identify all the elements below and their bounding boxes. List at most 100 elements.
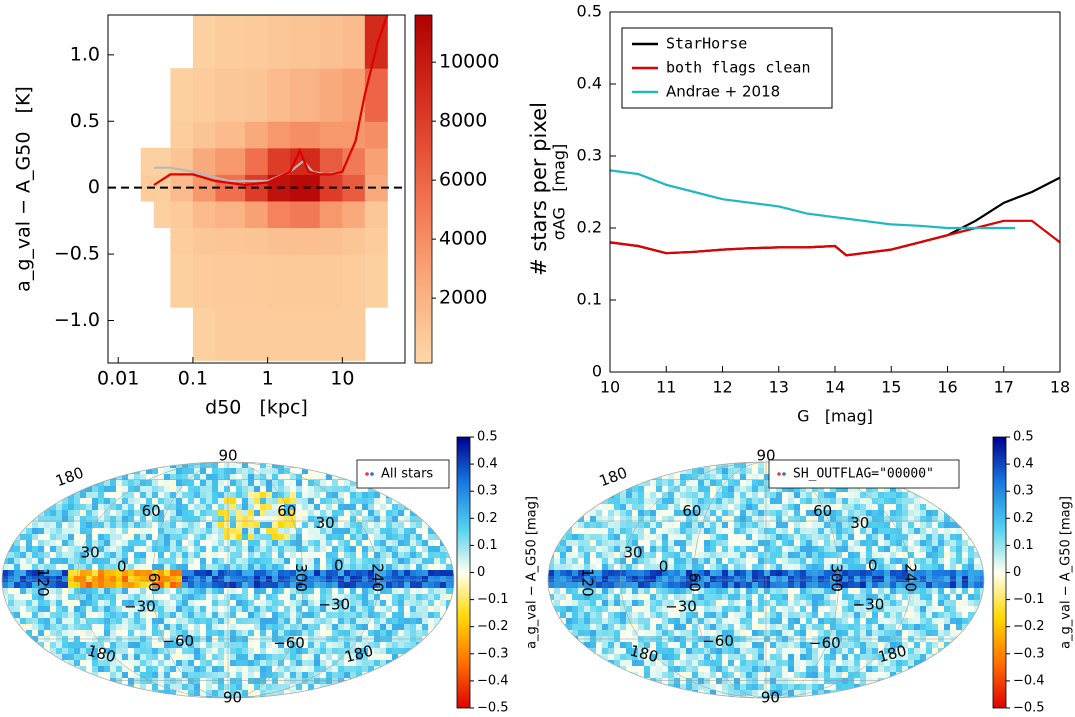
map-pixel xyxy=(590,546,597,553)
map-pixel xyxy=(914,546,921,553)
map-pixel xyxy=(320,522,327,529)
map-pixel xyxy=(164,516,171,523)
map-pixel xyxy=(206,660,213,667)
map-pixel xyxy=(866,606,873,613)
map-pixel xyxy=(662,570,669,577)
map-pixel xyxy=(632,666,639,673)
map-pixel xyxy=(386,540,393,547)
map-pixel xyxy=(434,570,441,577)
map-pixel xyxy=(590,528,597,535)
map-pixel xyxy=(140,576,147,583)
map-pixel xyxy=(266,600,273,607)
heatmap-cell xyxy=(170,227,194,255)
map-pixel xyxy=(200,534,207,541)
map-pixel xyxy=(38,624,45,631)
map-pixel xyxy=(662,666,669,673)
map-pixel xyxy=(308,654,315,661)
map-pixel xyxy=(224,576,231,583)
map-pixel xyxy=(860,660,867,667)
map-pixel xyxy=(410,504,417,511)
map-pixel xyxy=(62,498,69,505)
map-pixel xyxy=(14,588,21,595)
heatmap-cell xyxy=(245,15,269,69)
map-pixel xyxy=(404,648,411,655)
map-pixel xyxy=(620,648,627,655)
map-pixel xyxy=(914,630,921,637)
map-pixel xyxy=(416,588,423,595)
map-pixel xyxy=(20,630,27,637)
map-pixel xyxy=(320,642,327,649)
map-pixel xyxy=(782,486,789,493)
map-pixel xyxy=(14,600,21,607)
map-pixel xyxy=(818,612,825,619)
heatmap-cell xyxy=(364,121,388,149)
map-pixel xyxy=(614,576,621,583)
map-pixel xyxy=(50,552,57,559)
map-pixel xyxy=(692,642,699,649)
map-pixel xyxy=(86,588,93,595)
map-pixel xyxy=(98,678,105,685)
map-pixel xyxy=(830,522,837,529)
map-pixel xyxy=(890,486,897,493)
map-pixel xyxy=(764,654,771,661)
map-pixel xyxy=(932,594,939,601)
map-pixel xyxy=(584,624,591,631)
map-pixel xyxy=(704,576,711,583)
map-pixel xyxy=(800,618,807,625)
map-pixel xyxy=(722,666,729,673)
map-pixel xyxy=(110,570,117,577)
map-pixel xyxy=(296,690,303,697)
map-pixel xyxy=(134,498,141,505)
map-pixel xyxy=(200,630,207,637)
map-pixel xyxy=(920,546,927,553)
map-pixel xyxy=(770,516,777,523)
map-pixel xyxy=(758,618,765,625)
map-pixel xyxy=(836,660,843,667)
map-pixel xyxy=(620,582,627,589)
map-pixel xyxy=(848,624,855,631)
map-pixel xyxy=(302,528,309,535)
map-pixel xyxy=(236,510,243,517)
map-pixel xyxy=(758,582,765,589)
map-pixel xyxy=(212,522,219,529)
map-pixel xyxy=(74,642,81,649)
map-pixel xyxy=(740,642,747,649)
map-pixel xyxy=(728,474,735,481)
map-pixel xyxy=(806,594,813,601)
map-pixel xyxy=(962,606,969,613)
map-pixel xyxy=(74,582,81,589)
map-pixel xyxy=(398,612,405,619)
map-pixel xyxy=(14,594,21,601)
map-pixel xyxy=(326,666,333,673)
map-pixel xyxy=(230,480,237,487)
map-pixel xyxy=(572,576,579,583)
map-pixel xyxy=(728,468,735,475)
heatmap-cell xyxy=(290,68,321,122)
map-pixel xyxy=(602,528,609,535)
map-pixel xyxy=(608,666,615,673)
map-pixel xyxy=(326,480,333,487)
map-pixel xyxy=(134,672,141,679)
map-pixel xyxy=(554,594,561,601)
map-pixel xyxy=(932,648,939,655)
map-pixel xyxy=(680,552,687,559)
map-pixel xyxy=(752,618,759,625)
colorbar-tick-label: 0.3 xyxy=(477,484,498,499)
map-pixel xyxy=(344,582,351,589)
map-pixel xyxy=(656,600,663,607)
map-pixel xyxy=(50,540,57,547)
map-pixel xyxy=(956,624,963,631)
map-pixel xyxy=(110,660,117,667)
map-pixel xyxy=(626,534,633,541)
map-pixel xyxy=(104,552,111,559)
map-pixel xyxy=(224,486,231,493)
map-pixel xyxy=(554,570,561,577)
map-pixel xyxy=(680,486,687,493)
map-pixel xyxy=(206,690,213,697)
map-pixel xyxy=(728,516,735,523)
map-pixel xyxy=(860,504,867,511)
map-pixel xyxy=(698,528,705,535)
map-pixel xyxy=(968,558,975,565)
map-pixel xyxy=(392,540,399,547)
